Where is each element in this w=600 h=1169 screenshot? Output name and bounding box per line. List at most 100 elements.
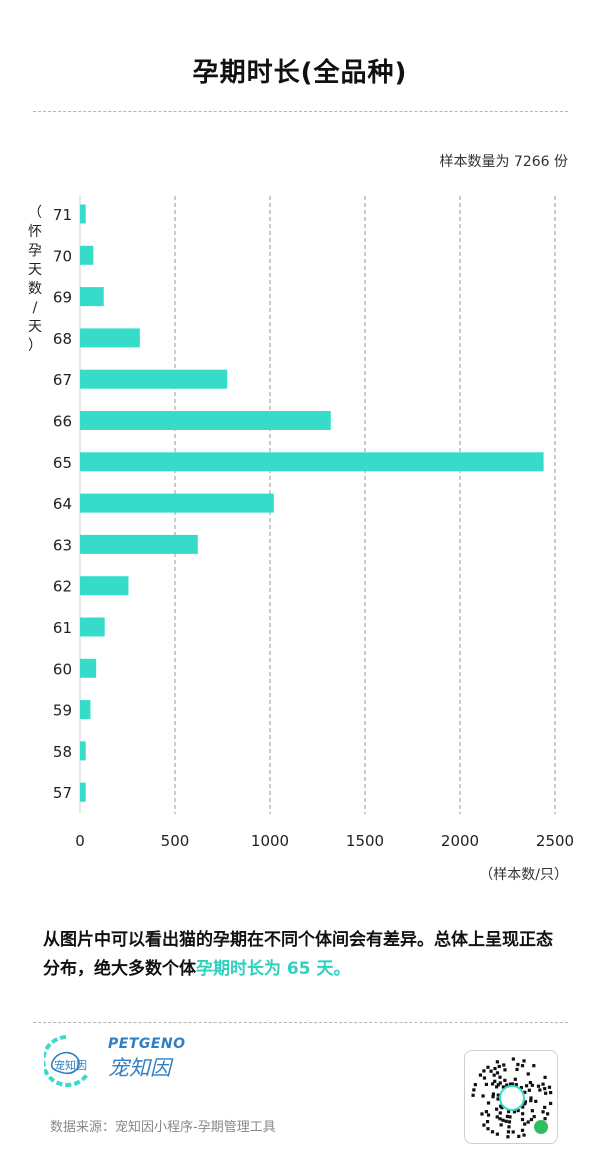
y-axis-label-char: 怀 (28, 224, 42, 240)
qr-dot (503, 1068, 507, 1072)
qr-dot (549, 1090, 553, 1095)
y-tick-label: 63 (53, 536, 72, 554)
qr-dot (489, 1069, 493, 1073)
qr-dot (523, 1090, 527, 1094)
qr-dot (478, 1073, 483, 1077)
qr-dot (546, 1112, 550, 1116)
qr-dot (481, 1094, 485, 1098)
bar-60 (80, 658, 97, 678)
brand-name-cn: 宠知因 (108, 1056, 171, 1080)
mini-program-qr-code[interactable] (464, 1050, 558, 1144)
bar-67 (80, 369, 228, 389)
qr-dot (484, 1082, 488, 1086)
qr-dot (496, 1093, 500, 1097)
y-axis-label-char: 孕 (28, 243, 42, 259)
qr-dot (549, 1101, 553, 1106)
qr-dot (528, 1080, 532, 1085)
qr-dot (526, 1072, 530, 1076)
qr-dot (506, 1135, 510, 1139)
y-tick-label: 60 (53, 660, 72, 678)
qr-dot (543, 1117, 547, 1121)
qr-dot (498, 1117, 502, 1121)
qr-dot (529, 1096, 533, 1100)
qr-dot (502, 1063, 506, 1067)
qr-dot (513, 1077, 517, 1081)
bar-62 (80, 576, 129, 596)
description-highlight: 孕期时长为 65 天。 (196, 959, 351, 979)
qr-dot (516, 1062, 520, 1067)
bar-70 (80, 245, 94, 265)
description-main: 从图片中可以看出猫的孕期在不同个体间会有差异。总体上呈现正态分布，绝大多数个体 (43, 930, 553, 979)
bar-61 (80, 617, 105, 637)
y-tick-label: 58 (53, 743, 72, 761)
qr-dot (517, 1134, 521, 1139)
qr-dot (530, 1083, 534, 1087)
qr-dot (526, 1120, 530, 1124)
petgeno-logo: 宠知因 (44, 1035, 90, 1087)
qr-dot (508, 1082, 513, 1086)
qr-dot (543, 1105, 547, 1109)
qr-dot (529, 1099, 533, 1103)
qr-dot (516, 1108, 520, 1113)
qr-dot (515, 1067, 519, 1072)
qr-dot (482, 1076, 487, 1080)
qr-dot (520, 1117, 525, 1122)
qr-dot (532, 1115, 536, 1119)
qr-dot (520, 1128, 525, 1132)
x-axis-label: （样本数/只） (479, 867, 568, 883)
x-tick-label: 1000 (251, 832, 289, 850)
y-axis-label-char: 天 (28, 262, 42, 278)
bar-chart: 71 70 69 68 67 66 65 64 63 62 61 60 59 58 57 0 500 1000 15… (53, 196, 574, 850)
qr-dot (486, 1127, 490, 1131)
bar-71 (80, 204, 86, 224)
data-source-note: 数据来源：宠知因小程序-孕期管理工具 (50, 1120, 276, 1135)
bar-64 (80, 493, 274, 513)
qr-dot (490, 1130, 495, 1134)
qr-dot (544, 1091, 548, 1095)
qr-dot (507, 1120, 512, 1124)
bar-57 (80, 782, 86, 802)
y-tick-label: 67 (53, 371, 72, 389)
bar-69 (80, 287, 104, 307)
mini-program-badge-icon (534, 1120, 548, 1134)
bar-66 (80, 411, 331, 430)
qr-dot (498, 1081, 502, 1085)
qr-dot (496, 1083, 500, 1087)
qr-dot (523, 1122, 527, 1126)
qr-dot (536, 1084, 541, 1088)
qr-dot (491, 1092, 496, 1096)
qr-dot (512, 1110, 517, 1114)
qr-dot (530, 1109, 534, 1113)
qr-dot (522, 1059, 526, 1063)
qr-dot (519, 1085, 523, 1090)
qr-dot (486, 1101, 491, 1105)
y-tick-label: 65 (53, 454, 72, 472)
qr-dot (496, 1097, 500, 1101)
qr-center-logo (499, 1085, 525, 1111)
y-tick-label: 70 (53, 247, 72, 265)
qr-dot (486, 1065, 490, 1069)
bar-58 (80, 741, 86, 761)
qr-dot (523, 1100, 528, 1104)
qr-dot (493, 1066, 497, 1071)
qr-dot (511, 1057, 515, 1061)
qr-dot (534, 1099, 538, 1103)
y-tick-label: 64 (53, 495, 72, 513)
bar-68 (80, 328, 140, 348)
y-tick-label: 66 (53, 413, 72, 431)
y-axis-label-char: 天 (28, 319, 42, 335)
x-tick-label: 2000 (441, 832, 479, 850)
qr-dot (495, 1115, 499, 1119)
qr-dot (510, 1082, 515, 1086)
qr-dot (486, 1113, 491, 1117)
qr-dot (507, 1125, 511, 1129)
qr-dot (521, 1112, 525, 1116)
y-axis-label-char: （ (28, 205, 42, 221)
qr-dot (541, 1082, 545, 1086)
qr-dot (505, 1083, 509, 1087)
y-tick-label: 71 (53, 206, 72, 224)
qr-dot (485, 1120, 490, 1124)
qr-dot (522, 1133, 526, 1137)
qr-dot (495, 1085, 499, 1089)
brand-name-en: PETGENO (108, 1036, 186, 1052)
